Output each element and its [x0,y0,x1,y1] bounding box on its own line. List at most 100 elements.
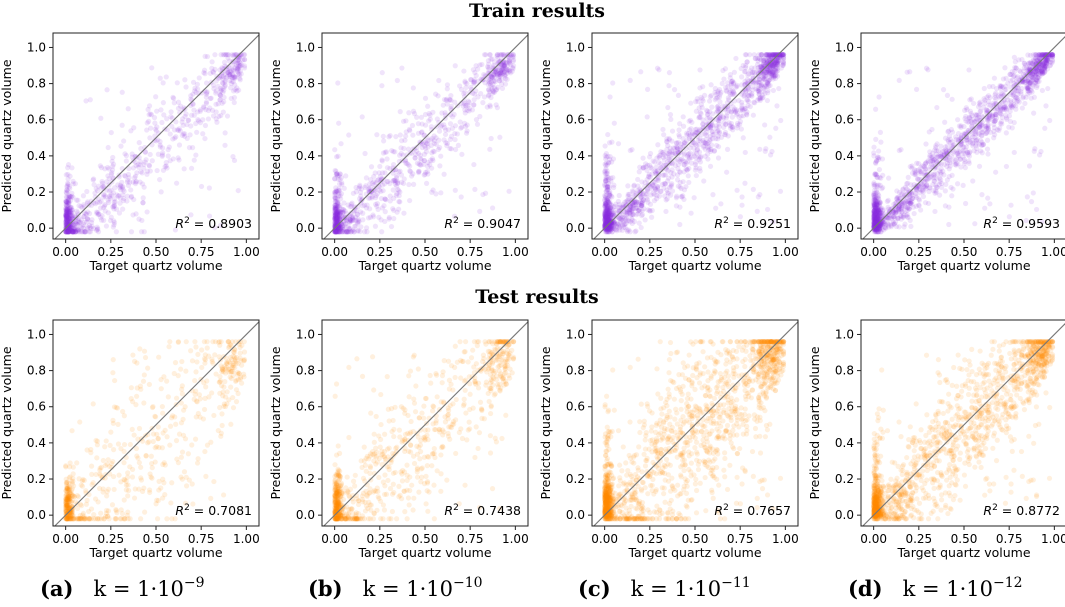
scatter-point [433,191,439,197]
scatter-point [339,213,345,219]
scatter-point [110,203,117,210]
scatter-point [332,218,338,224]
scatter-point [728,125,734,131]
scatter-point [765,68,772,74]
scatter-point [622,224,628,231]
scatter-point [403,129,409,135]
scatter-point [237,77,243,83]
scatter-point [234,66,241,72]
scatter-point [335,225,341,231]
scatter-point [75,226,81,232]
scatter-point [756,55,762,61]
scatter-point [715,103,721,109]
scatter-point [707,146,713,153]
scatter-point [65,229,71,235]
scatter-point [353,184,359,191]
scatter-point [64,184,70,190]
scatter-point [631,202,638,208]
scatter-point [354,211,360,217]
scatter-point [356,185,362,191]
scatter-point [675,148,681,155]
scatter-point [360,203,366,209]
scatter-point [175,155,181,161]
scatter-point [220,85,226,91]
scatter-point [666,184,673,191]
scatter-point [498,52,504,58]
scatter-point [182,113,188,120]
scatter-point [398,145,404,151]
r2-annotation: R2 = 0.8903 [175,216,252,231]
scatter-point [211,86,217,92]
scatter-point [698,127,704,133]
scatter-point [111,206,117,212]
scatter-point [605,210,611,216]
scatter-point [708,125,714,131]
scatter-point [67,209,73,215]
scatter-point [875,217,882,223]
scatter-point [332,229,338,235]
scatter-point [603,229,610,235]
scatter-point [763,72,769,78]
scatter-point [170,156,176,162]
scatter-point [146,112,152,118]
scatter-point [497,70,503,76]
scatter-point [169,123,175,129]
scatter-point [346,229,352,235]
scatter-point [111,218,117,224]
scatter-point [491,71,497,77]
scatter-point [646,171,652,177]
scatter-point [121,138,127,144]
scatter-point [87,224,93,230]
x-tick-label: 0.75 [457,245,484,259]
scatter-point [69,207,76,213]
scatter-point [877,129,884,135]
scatter-point [728,100,734,106]
scatter-point [371,179,377,185]
scatter-point [104,87,110,93]
scatter-point [332,212,338,218]
scatter-point [142,144,148,151]
scatter-point [162,164,168,170]
scatter-point [661,180,667,187]
scatter-point [487,77,493,83]
y-axis-label: Predicted quartz volume [268,59,283,212]
scatter-point [332,220,338,227]
scatter-point [743,89,749,95]
scatter-point [219,100,225,106]
scatter-point [648,184,654,190]
scatter-point [645,188,651,194]
scatter-point [621,224,627,230]
scatter-point [955,152,961,158]
scatter-point [139,170,145,176]
scatter-point [602,210,608,216]
scatter-point [507,60,513,66]
scatter-point [731,80,737,86]
scatter-point [218,52,224,58]
scatter-point [703,129,710,135]
scatter-point [684,138,690,144]
scatter-point [227,77,233,84]
scatter-point [757,64,763,70]
scatter-point [66,216,72,222]
scatter-point [394,190,400,197]
scatter-point [606,217,612,223]
scatter-point [774,52,780,58]
scatter-point [698,101,704,108]
scatter-point [678,193,684,200]
scatter-point [353,189,359,195]
scatter-point [332,203,339,209]
scatter-point [117,182,124,188]
scatter-point [742,86,748,92]
scatter-point [498,52,504,58]
scatter-point [758,57,764,63]
scatter-point [430,148,436,154]
scatter-point [64,206,70,212]
scatter-point [359,197,365,203]
scatter-point [95,229,102,235]
scatter-point [123,153,130,159]
scatter-point [696,105,702,111]
scatter-point [722,105,728,112]
scatter-point [658,149,664,155]
scatter-point [63,220,70,226]
scatter-point [418,155,424,162]
